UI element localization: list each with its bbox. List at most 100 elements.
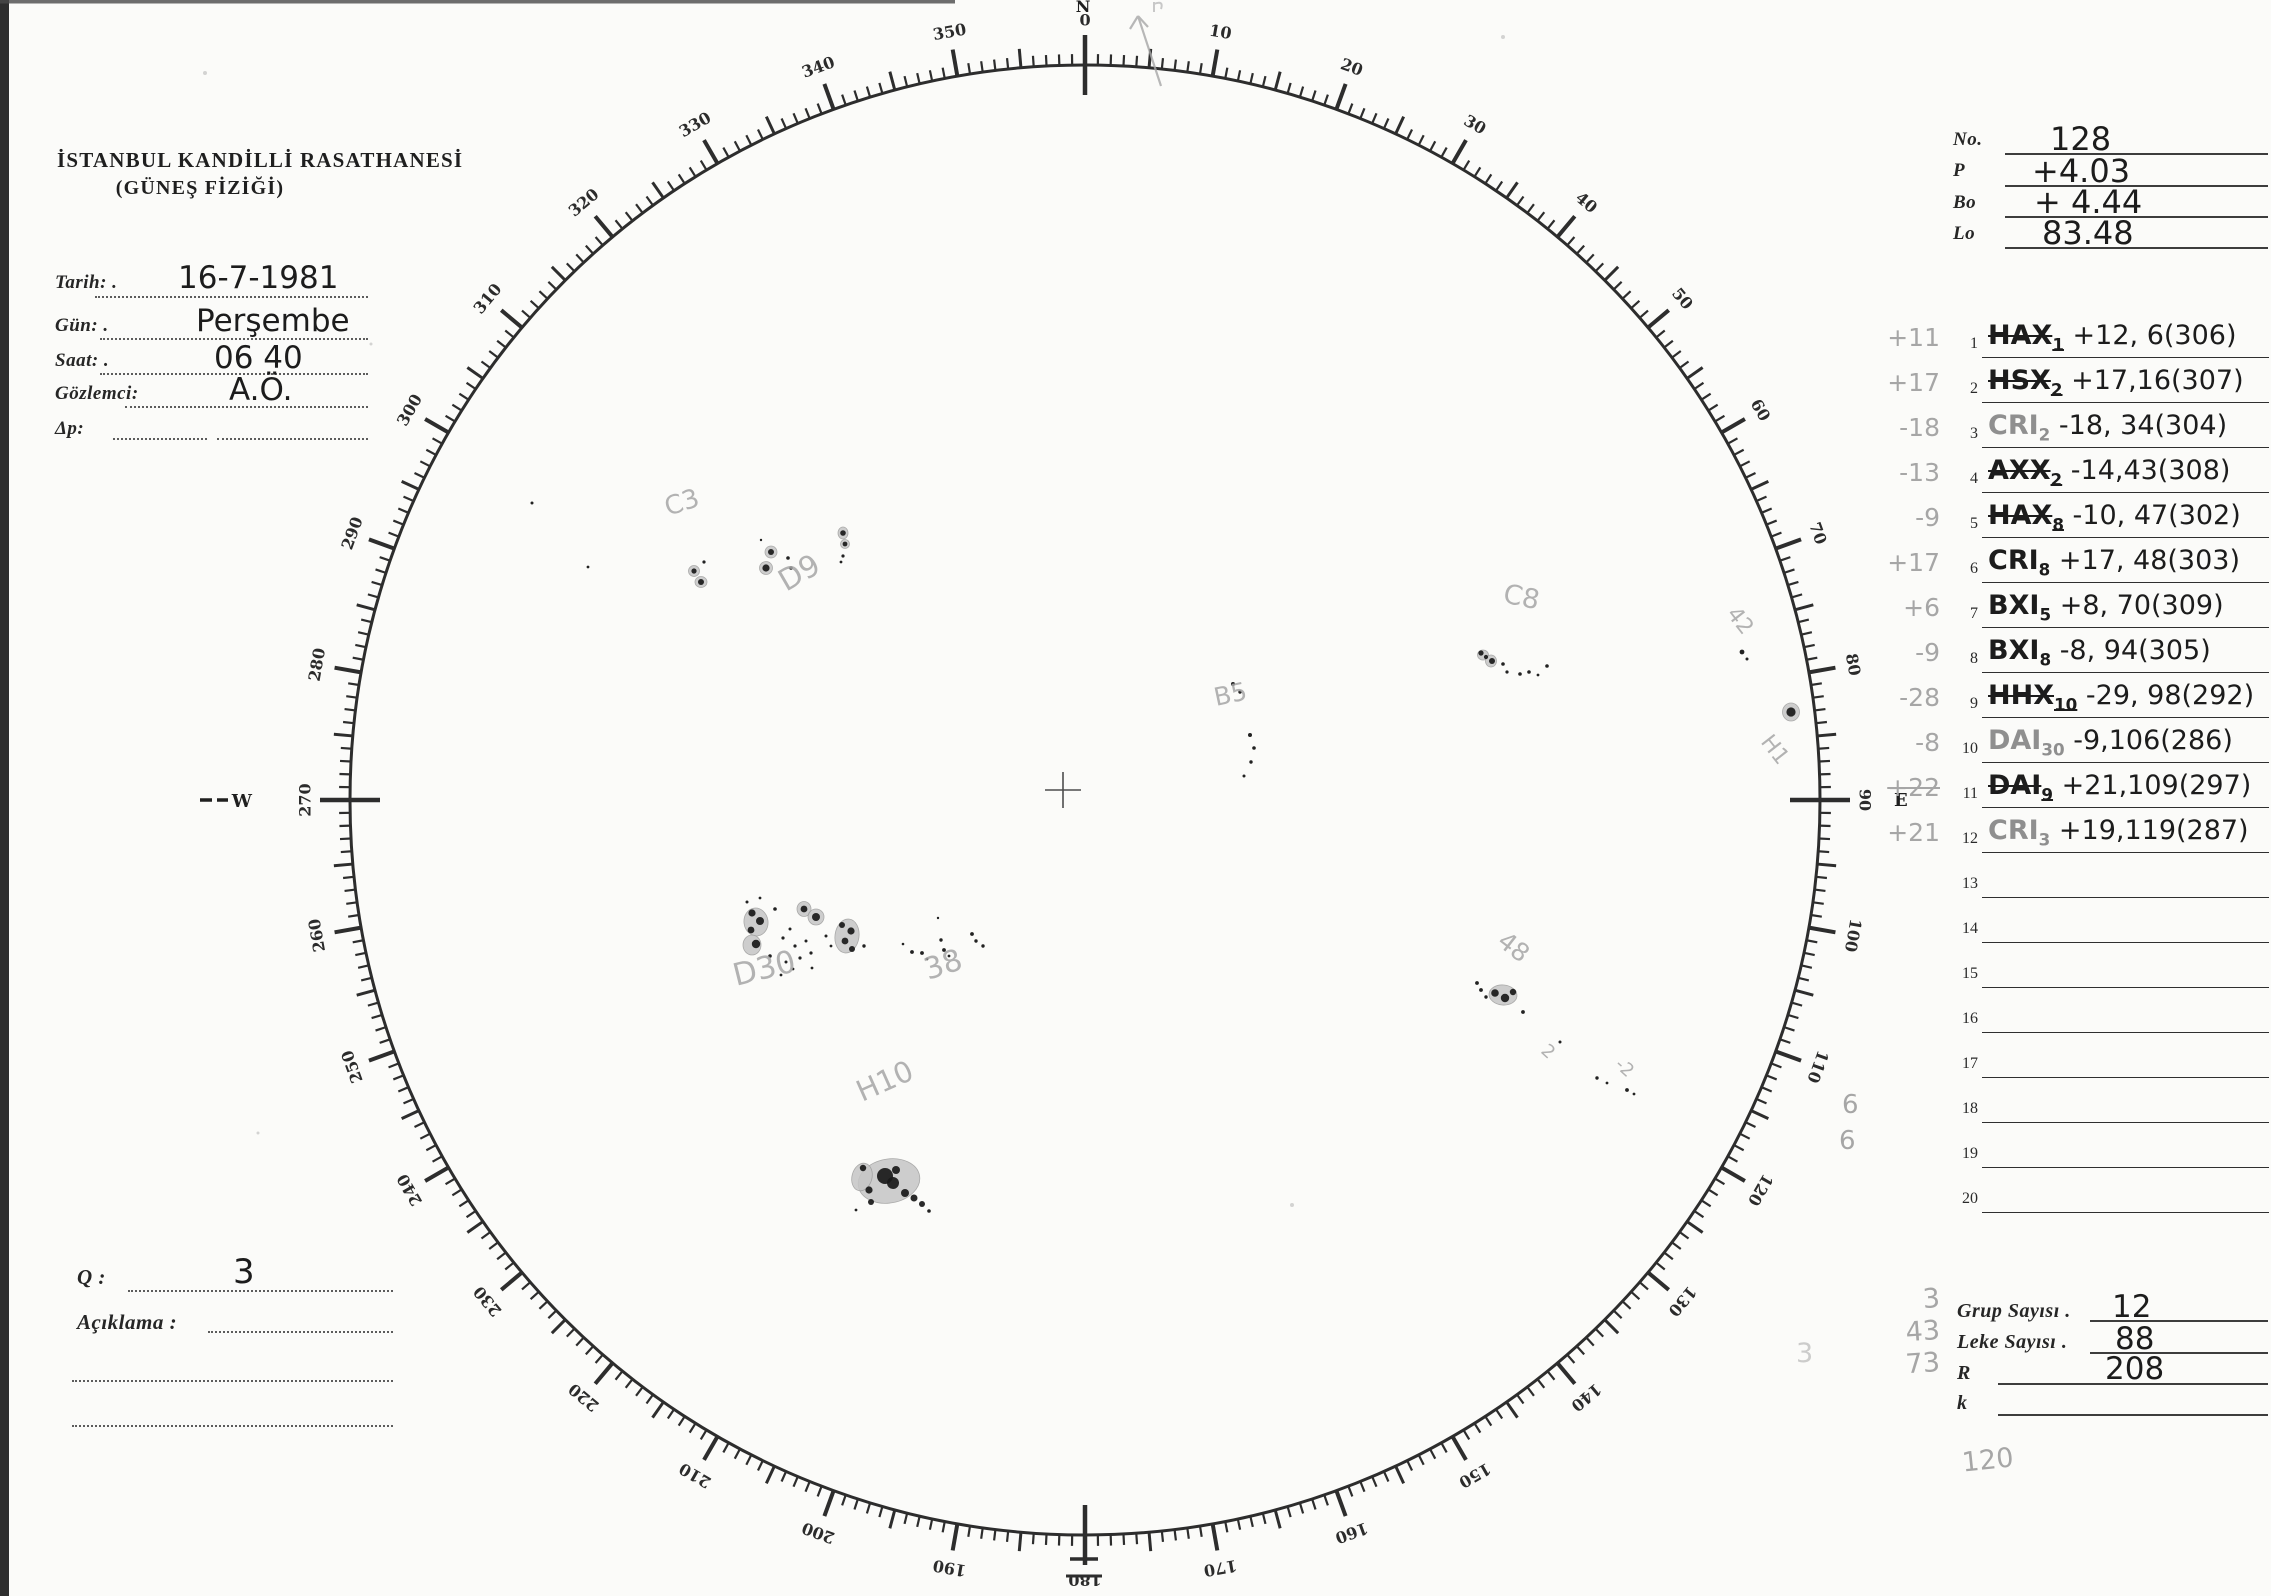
degree-label: 210 <box>676 1459 714 1492</box>
degree-label: 340 <box>799 52 837 81</box>
group-entry: HSX2 +17,16(307) <box>1988 365 2244 399</box>
pencil-latitude: -9 <box>1915 503 1940 532</box>
degree-tick <box>1733 1144 1745 1152</box>
group-entry: CRI2 -18, 34(304) <box>1988 410 2227 444</box>
pencil-latitude: -18 <box>1899 413 1940 442</box>
degree-tick <box>1638 1281 1649 1291</box>
pencil-group-label: H1 <box>1755 730 1794 769</box>
aciklama-label: Açıklama : <box>77 1310 178 1334</box>
group-entry: HHX10 -29, 98(292) <box>1988 680 2254 714</box>
row-number: 8 <box>1970 650 1978 667</box>
degree-tick <box>593 1361 615 1386</box>
row-number: 19 <box>1962 1145 1978 1162</box>
degree-tick <box>1160 57 1165 70</box>
degree-tick <box>1817 732 1837 738</box>
degree-tick <box>1236 70 1242 82</box>
degree-tick <box>916 1515 921 1528</box>
pencil-group-label: 42 <box>1721 602 1758 639</box>
degree-tick <box>878 1506 884 1518</box>
k-factor-label: k <box>1957 1392 1968 1414</box>
group-class: HAX8 <box>1988 500 2064 535</box>
degree-tick <box>451 403 463 412</box>
sunspot-dot <box>789 566 793 570</box>
sunspot-umbra <box>756 917 764 925</box>
paper-speck <box>1290 1203 1294 1207</box>
degree-tick <box>529 300 540 310</box>
row-line <box>1982 402 2269 403</box>
pencil-note-six-2: 6 <box>1839 1126 1856 1156</box>
degree-label: 10 <box>1208 21 1233 44</box>
degree-tick <box>1787 580 1799 587</box>
degree-tick <box>575 1336 585 1347</box>
degree-tick <box>1791 593 1803 599</box>
degree-tick <box>1808 665 1836 675</box>
sunspot-dot <box>1605 1081 1609 1085</box>
degree-tick <box>521 1281 532 1291</box>
degree-tick <box>401 1109 420 1121</box>
lo-value: 83.48 <box>2042 214 2134 252</box>
row-number: 10 <box>1962 740 1978 757</box>
degree-tick <box>1739 460 1751 468</box>
group-value: +17, 48(303) <box>2050 545 2240 576</box>
degree-tick <box>371 1013 383 1020</box>
degree-tick <box>1794 988 1814 997</box>
degree-label: 200 <box>799 1518 837 1547</box>
sunspot-penumbra <box>743 907 769 937</box>
row-number: 5 <box>1970 515 1978 532</box>
degree-tick <box>1555 214 1577 239</box>
degree-tick <box>594 236 604 247</box>
group-value: +8, 70(309) <box>2051 590 2224 621</box>
degree-tick <box>403 1097 414 1105</box>
degree-tick <box>1394 116 1406 135</box>
solar-disk-circle <box>348 63 1822 1537</box>
row-line <box>1982 1077 2269 1078</box>
degree-tick <box>346 901 358 905</box>
degree-tick <box>1286 1506 1292 1518</box>
degree-tick <box>1814 888 1826 893</box>
degree-tick <box>1044 1533 1048 1546</box>
degree-label: 80 <box>1842 652 1865 677</box>
degree-tick <box>1693 381 1705 390</box>
group-class: AXX2 <box>1988 455 2063 490</box>
east-label: E <box>1894 790 1908 811</box>
degree-tick <box>356 603 376 612</box>
pencil-latitude: +17 <box>1887 548 1940 577</box>
degree-tick <box>1766 519 1778 526</box>
degree-tick <box>538 290 549 300</box>
degree-tick <box>1031 1533 1035 1545</box>
degree-tick <box>1646 308 1671 330</box>
degree-tick <box>1750 1109 1769 1121</box>
group-class: CRI2 <box>1988 410 2051 445</box>
group-count-label: Grup Sayısı . <box>1957 1300 2071 1322</box>
degree-tick <box>504 329 515 339</box>
pencil-latitude: +17 <box>1887 368 1940 397</box>
degree-tick <box>432 1155 443 1163</box>
pencil-group-label: -2 <box>1611 1054 1638 1082</box>
degree-tick <box>346 695 358 699</box>
degree-tick <box>1810 682 1822 687</box>
degree-tick <box>521 309 532 319</box>
degree-tick <box>550 1318 567 1335</box>
degree-tick <box>1603 1318 1620 1335</box>
degree-tick <box>339 759 352 763</box>
degree-tick <box>1810 913 1822 918</box>
row-line <box>1982 672 2269 673</box>
pencil-group-label: C3 <box>661 483 703 522</box>
degree-tick <box>529 1290 540 1300</box>
degree-tick <box>480 1231 492 1240</box>
degree-label: 150 <box>1456 1459 1494 1492</box>
degree-tick <box>1394 1465 1406 1484</box>
degree-tick <box>333 732 353 738</box>
degree-tick <box>1803 951 1815 957</box>
degree-tick <box>547 280 558 291</box>
degree-tick <box>853 90 859 102</box>
pencil-latitude: +6 <box>1903 593 1940 622</box>
degree-tick <box>1621 290 1632 300</box>
degree-tick <box>1429 140 1437 152</box>
group-value: -10, 47(302) <box>2063 500 2241 531</box>
degree-tick <box>841 94 847 106</box>
degree-tick <box>1186 1527 1190 1539</box>
degree-tick <box>1347 103 1354 115</box>
row-number: 1 <box>1970 335 1978 352</box>
degree-tick <box>1585 253 1595 264</box>
